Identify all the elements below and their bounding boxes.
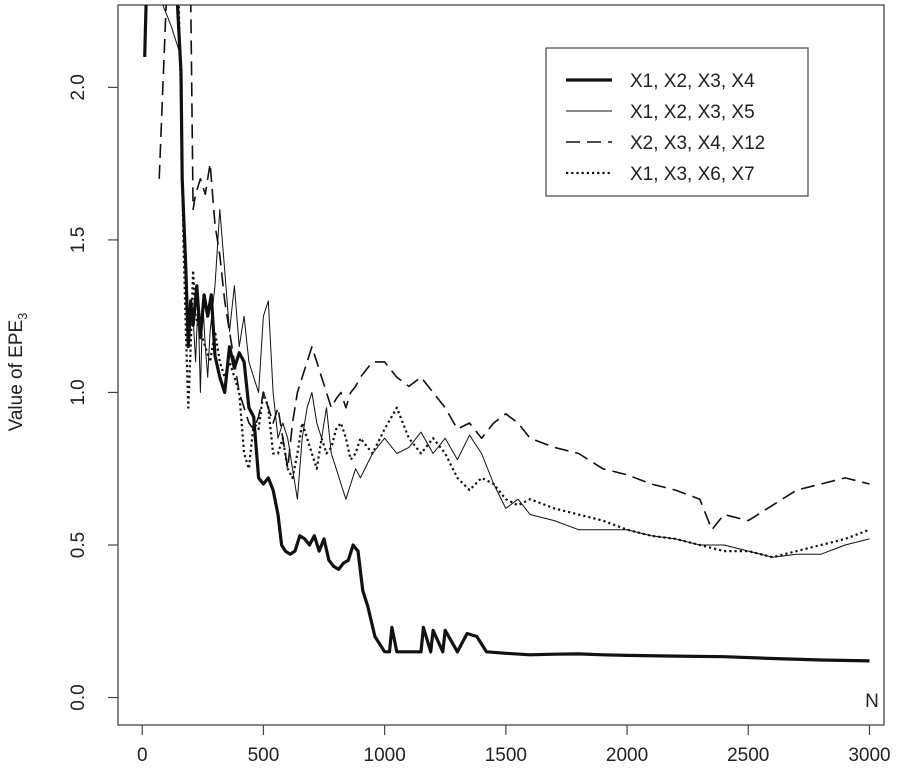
y-axis-label-subscript: 3 xyxy=(15,313,30,320)
series-line-3 xyxy=(158,5,870,531)
series-layer xyxy=(143,5,870,663)
legend-label-3: X2, X3, X4, X12 xyxy=(630,133,765,154)
series-line-2 xyxy=(162,5,870,558)
y-axis-label-main: Value of EPE xyxy=(6,320,27,432)
x-tick-label: 1000 xyxy=(364,745,406,766)
y-axis-label: Value of EPE3 xyxy=(6,313,30,432)
y-tick-label: 2.0 xyxy=(68,74,89,100)
y-tick-label: 0.0 xyxy=(68,684,89,710)
x-tick-label: 500 xyxy=(248,745,280,766)
legend: X1, X2, X3, X4 X1, X2, X3, X5 X2, X3, X4, … xyxy=(545,47,809,197)
x-tick-label: 2500 xyxy=(727,745,769,766)
y-tick-label: 1.0 xyxy=(68,379,89,405)
legend-label-2: X1, X2, X3, X5 xyxy=(630,102,755,123)
y-axis: 0.0 0.5 1.0 1.5 2.0 xyxy=(68,74,118,711)
x-tick-label: 1500 xyxy=(485,745,527,766)
legend-items: X1, X2, X3, X4 X1, X2, X3, X5 X2, X3, X4, … xyxy=(566,71,765,185)
legend-label-1: X1, X2, X3, X4 xyxy=(630,71,755,92)
x-tick-label: 0 xyxy=(137,745,148,766)
x-tick-label: 2000 xyxy=(606,745,648,766)
legend-label-4: X1, X3, X6, X7 xyxy=(630,164,755,185)
plot-frame xyxy=(117,4,885,726)
y-tick-label: 1.5 xyxy=(68,227,89,253)
x-tick-label: 3000 xyxy=(848,745,890,766)
legend-box xyxy=(545,47,809,197)
y-tick-label: 0.5 xyxy=(68,532,89,558)
corner-label: N xyxy=(865,691,879,712)
x-axis: 0 500 1000 1500 2000 2500 3000 xyxy=(137,725,891,766)
